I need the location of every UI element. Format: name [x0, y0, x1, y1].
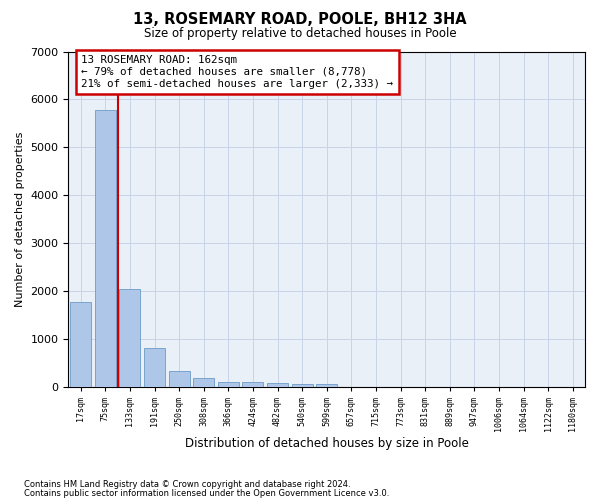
Bar: [169, 371, 190, 388]
Bar: [267, 383, 288, 388]
Text: Contains public sector information licensed under the Open Government Licence v3: Contains public sector information licen…: [24, 488, 389, 498]
X-axis label: Distribution of detached houses by size in Poole: Distribution of detached houses by size …: [185, 437, 469, 450]
Bar: [292, 384, 313, 388]
Text: 13, ROSEMARY ROAD, POOLE, BH12 3HA: 13, ROSEMARY ROAD, POOLE, BH12 3HA: [133, 12, 467, 28]
Bar: [316, 384, 337, 388]
Text: Contains HM Land Registry data © Crown copyright and database right 2024.: Contains HM Land Registry data © Crown c…: [24, 480, 350, 489]
Bar: [242, 382, 263, 388]
Bar: [193, 378, 214, 388]
Y-axis label: Number of detached properties: Number of detached properties: [15, 132, 25, 307]
Bar: [218, 382, 239, 388]
Bar: [70, 302, 91, 388]
Text: Size of property relative to detached houses in Poole: Size of property relative to detached ho…: [143, 28, 457, 40]
Bar: [144, 348, 165, 388]
Text: 13 ROSEMARY ROAD: 162sqm
← 79% of detached houses are smaller (8,778)
21% of sem: 13 ROSEMARY ROAD: 162sqm ← 79% of detach…: [81, 56, 393, 88]
Bar: [95, 110, 116, 388]
Bar: [119, 288, 140, 388]
